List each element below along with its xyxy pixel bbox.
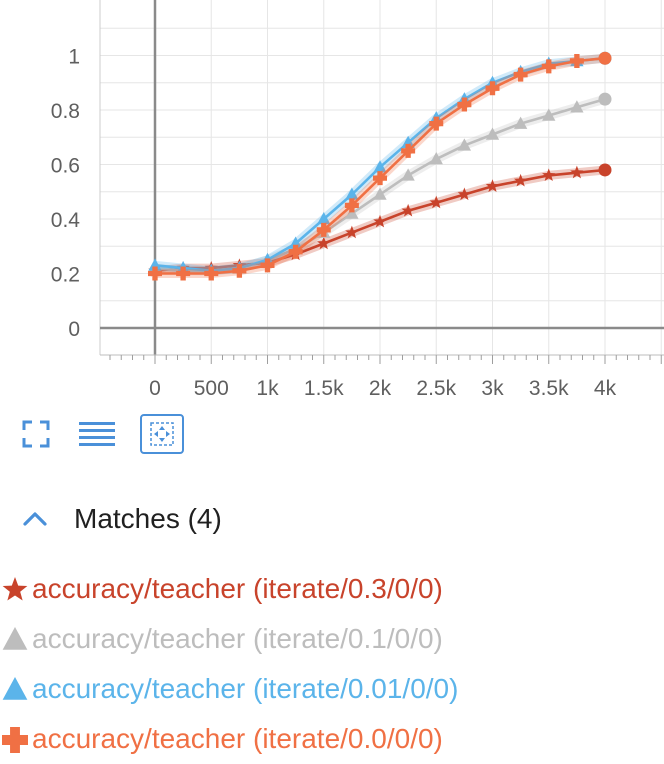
series-1-point — [401, 168, 415, 181]
x-tick-label: 2.5k — [416, 377, 456, 400]
series-layer — [148, 51, 612, 281]
series-1-end-point — [598, 92, 612, 106]
x-tick-label: 2k — [369, 377, 392, 400]
star-icon — [0, 574, 30, 604]
series-1-point — [542, 108, 556, 121]
series-3-point — [148, 266, 162, 281]
run-item[interactable]: accuracy/teacher (iterate/0.0/0/0) — [0, 714, 664, 764]
y-tick-label: 0 — [68, 318, 80, 341]
triangle-icon — [0, 674, 30, 704]
series-0-point — [317, 236, 331, 250]
x-tick-label: 1.5k — [304, 377, 344, 400]
run-label: accuracy/teacher (iterate/0.1/0/0) — [32, 623, 443, 654]
fit-domain-button[interactable] — [140, 414, 184, 454]
series-2-point — [345, 187, 359, 200]
series-1-point — [485, 127, 500, 140]
series-3-point — [513, 67, 528, 82]
y-tick-label: 0.6 — [51, 155, 80, 178]
run-label: accuracy/teacher (iterate/0.3/0/0) — [32, 573, 443, 604]
series-3-point — [541, 59, 556, 74]
series-3-point — [260, 258, 275, 273]
series-0-point — [513, 173, 528, 187]
series-0-point — [429, 195, 443, 209]
matches-label: Matches (4) — [74, 503, 222, 534]
fullscreen-button[interactable] — [18, 414, 54, 454]
series-3-point — [429, 116, 444, 131]
triangle-icon — [0, 624, 30, 654]
x-tick-label: 1k — [256, 377, 279, 400]
x-tick-label: 3.5k — [529, 377, 569, 400]
series-1-point — [429, 152, 443, 165]
series-3 — [148, 51, 612, 281]
series-1-point — [457, 138, 472, 151]
series-0-point — [485, 179, 500, 192]
series-3-point — [569, 53, 584, 68]
series-0-end-point — [598, 163, 612, 177]
series-0-point — [570, 165, 584, 179]
x-tick-label: 3k — [481, 377, 504, 400]
tick-label-layer: 0 500 1k 1.5k 2k 2.5k 3k 3.5k 4k 0 0.2 0.4 0.6 0.8 1 — [51, 46, 617, 401]
x-tick-label: 0 — [149, 377, 161, 400]
y-tick-label: 1 — [68, 46, 80, 69]
x-tick-label: 4k — [594, 377, 617, 400]
run-label: accuracy/teacher (iterate/0.0/0/0) — [32, 723, 443, 754]
list-icon — [79, 422, 115, 446]
series-3-point — [176, 266, 191, 281]
chart: 0 500 1k 1.5k 2k 2.5k 3k 3.5k 4k 0 0.2 0.4 0.6 0.8 1 — [51, 0, 664, 401]
series-1-point — [513, 116, 528, 129]
toggle-y-log-button[interactable] — [76, 414, 118, 454]
run-item[interactable]: accuracy/teacher (iterate/0.01/0/0) — [0, 664, 664, 714]
series-2-point — [401, 135, 415, 148]
series-0-point — [401, 203, 415, 217]
y-tick-label: 0.8 — [51, 100, 80, 123]
series-2-point — [148, 258, 162, 271]
plus-icon — [0, 724, 30, 754]
series-3-point — [288, 244, 303, 259]
run-item[interactable]: accuracy/teacher (iterate/0.3/0/0) — [0, 564, 664, 614]
fit-to-data-icon — [150, 422, 174, 446]
series-3-point — [485, 81, 500, 96]
series-1-point — [570, 100, 584, 113]
run-item[interactable]: accuracy/teacher (iterate/0.1/0/0) — [0, 614, 664, 664]
run-label: accuracy/teacher (iterate/0.01/0/0) — [32, 673, 459, 704]
chevron-up-icon — [20, 504, 50, 534]
y-tick-label: 0.2 — [51, 264, 80, 287]
fullscreen-icon — [22, 420, 50, 448]
series-0 — [148, 163, 612, 277]
series-0-point — [373, 214, 387, 228]
series-3-point — [344, 198, 359, 213]
series-2-point — [373, 160, 387, 173]
series-3-point — [316, 222, 331, 237]
series-3-point — [232, 263, 247, 278]
series-0-point — [457, 187, 472, 201]
series-0-point — [542, 168, 556, 182]
y-tick-label: 0.4 — [51, 209, 81, 232]
run-list: accuracy/teacher (iterate/0.3/0/0) accura… — [0, 564, 664, 764]
series-0-point — [345, 225, 359, 239]
series-1-point — [373, 187, 387, 200]
series-3-point — [373, 171, 387, 186]
series-2-point — [317, 212, 331, 225]
axis-layer — [99, 0, 664, 364]
series-3-point — [204, 266, 219, 281]
series-3-point — [401, 143, 416, 158]
x-tick-label: 500 — [194, 377, 229, 400]
series-3-point — [457, 97, 472, 112]
chart-toolbar — [18, 414, 198, 454]
series-3-end-point — [598, 51, 612, 65]
series-1-point — [345, 206, 359, 219]
series-2-point — [288, 236, 303, 249]
matches-toggle[interactable]: Matches (4) — [20, 497, 420, 541]
